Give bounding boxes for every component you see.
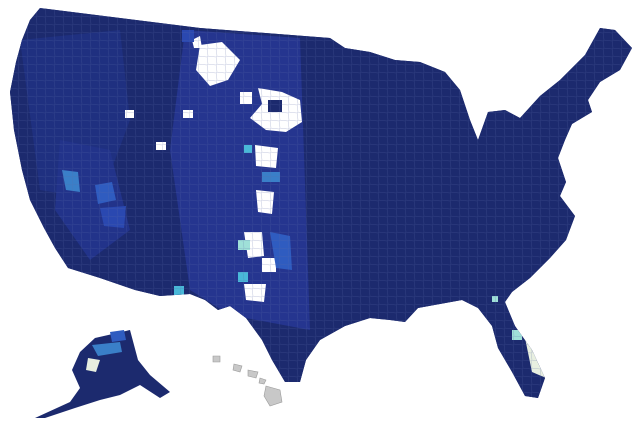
alaska bbox=[35, 330, 170, 418]
hawaii bbox=[212, 355, 283, 407]
